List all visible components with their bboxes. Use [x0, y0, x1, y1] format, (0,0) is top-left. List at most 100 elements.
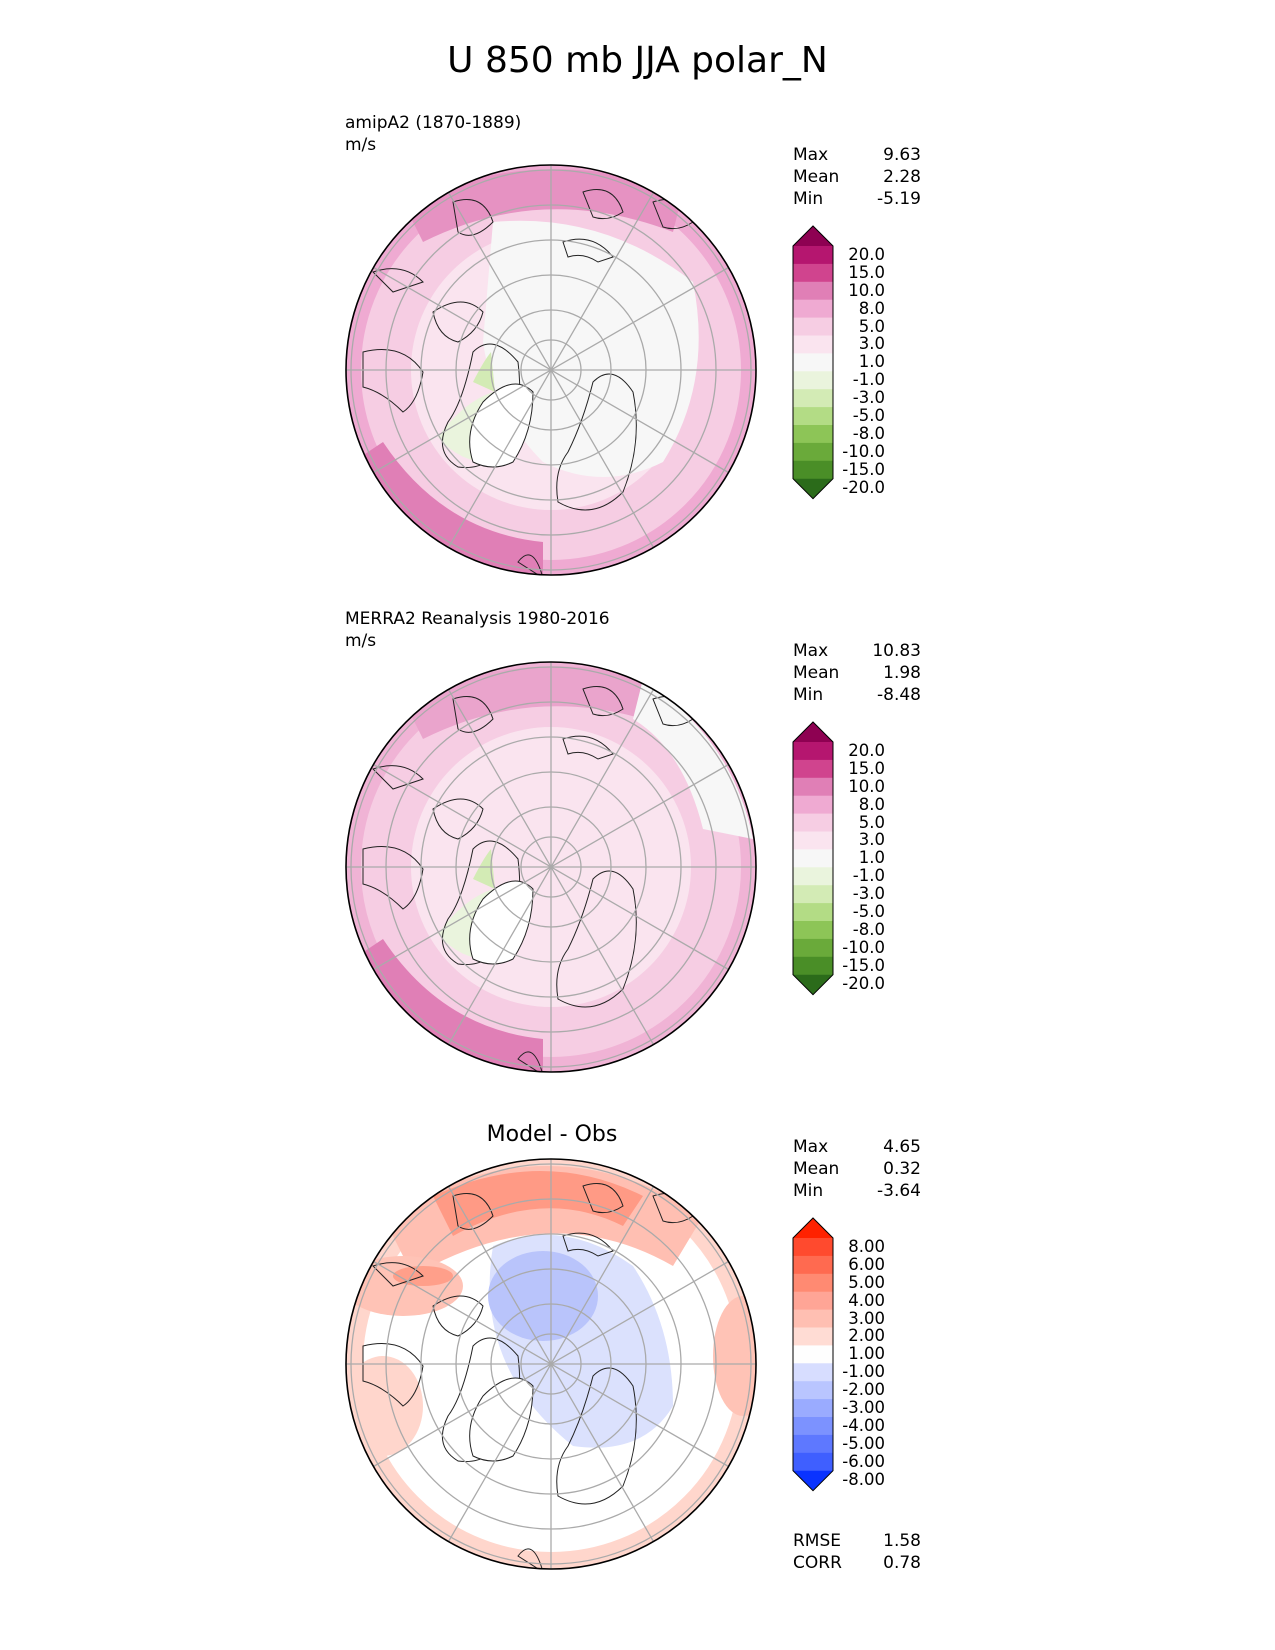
coastline — [372, 765, 424, 790]
colorbar-tick-label: 15.0 — [848, 758, 885, 778]
colorbar-segment — [793, 1381, 833, 1400]
coastline — [372, 268, 424, 293]
stat-mean: 0.32 — [883, 1159, 921, 1179]
stat-max: 9.63 — [883, 145, 921, 165]
coastline — [582, 1183, 624, 1214]
stat-label: Mean — [793, 1159, 840, 1179]
colorbar-tick-label: -4.00 — [842, 1415, 885, 1435]
colorbar-tick-label: -1.0 — [852, 866, 885, 886]
coastline — [582, 189, 624, 220]
colorbar-segment — [793, 1255, 833, 1275]
colorbar-tick-label: 6.00 — [848, 1254, 885, 1274]
field-band — [353, 939, 543, 1072]
stat-max: 4.65 — [883, 1137, 921, 1157]
coastline — [556, 1367, 637, 1505]
field-band — [713, 1296, 756, 1416]
colorbar-segment — [793, 371, 833, 390]
colorbar-segment — [793, 885, 833, 904]
colorbar-segment — [793, 335, 833, 354]
coastline — [556, 373, 637, 511]
meridian-line — [447, 192, 655, 548]
coastline — [432, 301, 484, 343]
panel-1-colorbar — [792, 225, 834, 500]
colorbar-extend-bottom — [793, 1470, 833, 1491]
colorbar-tick-label: -5.0 — [852, 902, 885, 922]
colorbar-segment — [793, 1238, 833, 1257]
stat-label: Max — [793, 1137, 829, 1157]
field-band — [483, 220, 699, 477]
panel-1-dataset: amipA2 (1870-1889) — [345, 113, 522, 133]
panel-1-polar-map — [345, 164, 757, 576]
coastline — [452, 1193, 494, 1230]
colorbar-segment — [793, 1452, 833, 1472]
coastline — [452, 199, 494, 236]
meridian-line — [447, 689, 655, 1045]
map-field — [346, 662, 756, 1072]
colorbar-tick-label: 10.0 — [848, 776, 885, 796]
coastline — [517, 1051, 544, 1072]
colorbar-tick-label: 3.0 — [858, 334, 885, 354]
stat-label: Max — [793, 145, 829, 165]
coastline — [452, 696, 494, 733]
colorbar-tick-label: -8.0 — [852, 919, 885, 939]
map-boundary — [345, 164, 757, 576]
colorbar-tick-label: -8.0 — [852, 423, 885, 443]
field-band — [353, 442, 543, 575]
panel-2-units: m/s — [345, 631, 377, 651]
colorbar-tick-label: 5.00 — [848, 1272, 885, 1292]
panel-2-polar-map — [345, 661, 757, 1073]
coastline — [362, 349, 424, 413]
panel-1-units: m/s — [345, 135, 377, 155]
coastline — [562, 735, 614, 760]
field-band — [473, 849, 495, 889]
coastline — [562, 238, 614, 263]
figure-title: U 850 mb JJA polar_N — [447, 40, 828, 81]
coastline — [362, 846, 424, 910]
colorbar-tick-label: -15.0 — [842, 955, 885, 975]
coastline-greenland — [469, 1377, 534, 1462]
stat-label: Min — [793, 189, 824, 209]
colorbar-segment — [793, 1273, 833, 1293]
colorbar-outline — [792, 1217, 834, 1492]
colorbar-tick-label: 15.0 — [848, 262, 885, 282]
stat-min: -5.19 — [877, 189, 921, 209]
colorbar-tick-label: 20.0 — [848, 245, 885, 264]
stat-corr: 0.78 — [883, 1553, 921, 1573]
colorbar-segment — [793, 1434, 833, 1454]
panel-3-colorbar — [792, 1217, 834, 1492]
colorbar-tick-label: 3.0 — [858, 830, 885, 850]
map-boundary — [345, 661, 757, 1073]
coastline-greenland — [469, 880, 534, 965]
colorbar-segment — [793, 317, 833, 336]
colorbar-tick-label: -3.0 — [852, 884, 885, 904]
stat-label: Max — [793, 641, 829, 661]
coastline-greenland — [469, 383, 534, 468]
panel-1-label: amipA2 (1870-1889) m/s — [345, 112, 521, 156]
colorbar-tick-label: -20.0 — [842, 973, 885, 993]
field-band — [473, 352, 495, 392]
colorbar-segment — [793, 1363, 833, 1382]
panel-1-colorbar-labels: 20.0 15.0 10.0 8.0 5.0 3.0 1.0 -1.0 -3.0 -5.0 -8.0… — [835, 246, 885, 496]
coastline — [432, 1295, 484, 1337]
colorbar-segment — [793, 353, 833, 372]
stat-label: CORR — [793, 1553, 842, 1573]
stat-label: Mean — [793, 663, 840, 683]
colorbar-tick-label: 1.0 — [858, 848, 885, 868]
colorbar-segment — [793, 1309, 833, 1328]
stat-label: Min — [793, 1181, 824, 1201]
colorbar-extend-top — [793, 1218, 833, 1238]
colorbar-segment — [793, 407, 833, 426]
colorbar-segment — [793, 389, 833, 408]
colorbar-tick-label: -5.0 — [852, 406, 885, 426]
colorbar-segment — [793, 849, 833, 868]
colorbar-segment — [793, 425, 833, 444]
colorbar-segment — [793, 795, 833, 815]
field-band — [488, 1251, 598, 1341]
colorbar-tick-label: -5.00 — [842, 1433, 885, 1453]
colorbar-segment — [793, 1417, 833, 1436]
colorbar-segment — [793, 813, 833, 832]
coastline — [517, 554, 544, 575]
coastline — [362, 1343, 424, 1407]
colorbar-segment — [793, 263, 833, 283]
colorbar-extend-bottom — [793, 478, 833, 499]
